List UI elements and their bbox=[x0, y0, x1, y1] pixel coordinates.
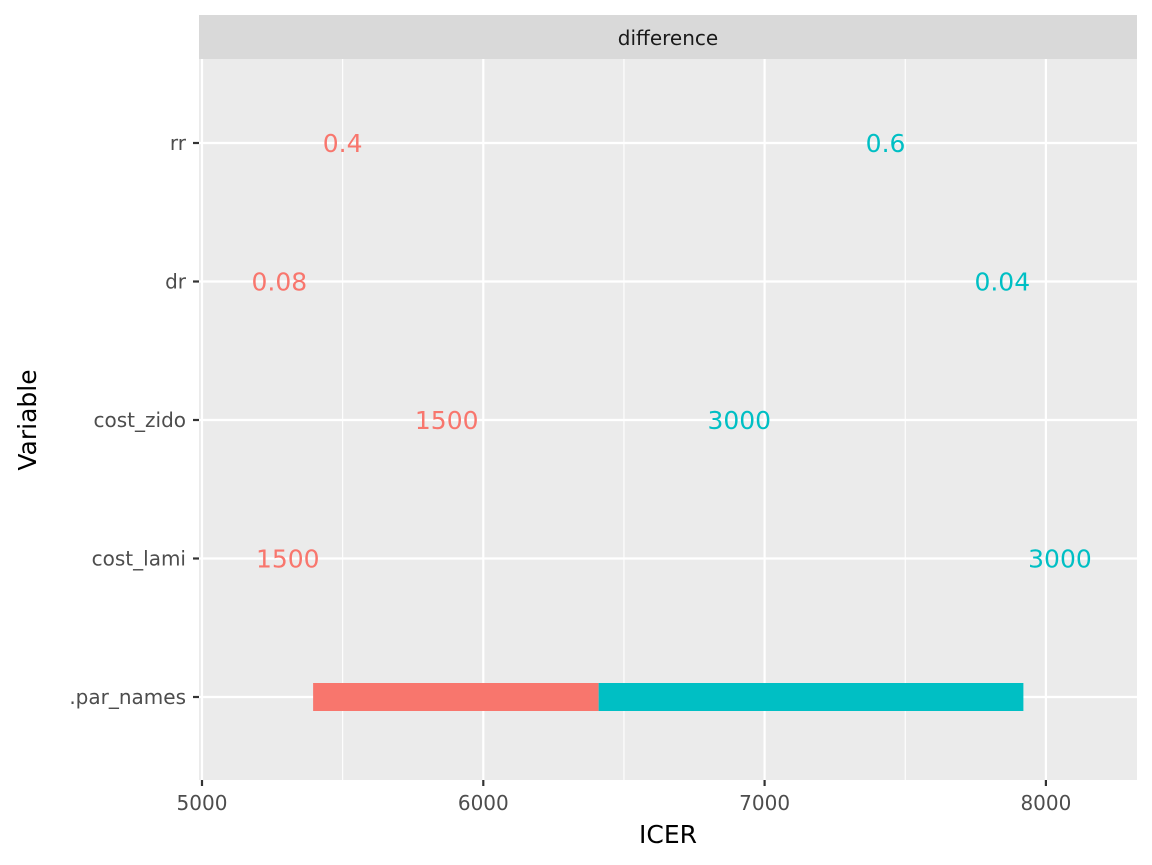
value-label: 3000 bbox=[1028, 545, 1092, 574]
y-tick-label: rr bbox=[170, 131, 187, 155]
facet-strip-label: difference bbox=[618, 26, 718, 50]
value-labels-layer: 0.4 0.6 0.08 0.04 1500 3000 1500 3000 bbox=[252, 129, 1092, 574]
x-axis: 5000 6000 7000 8000 bbox=[177, 780, 1071, 815]
bars-layer bbox=[313, 683, 1024, 711]
x-tick-label: 5000 bbox=[177, 791, 228, 815]
y-tick-label: dr bbox=[165, 270, 187, 294]
value-label: 0.04 bbox=[974, 268, 1030, 297]
y-tick-label: cost_lami bbox=[92, 547, 186, 571]
bar bbox=[598, 683, 1024, 711]
y-tick-label: cost_zido bbox=[94, 408, 186, 432]
x-tick-label: 6000 bbox=[458, 791, 509, 815]
x-tick-label: 8000 bbox=[1020, 791, 1071, 815]
facet-strip bbox=[199, 15, 1137, 59]
value-label: 0.6 bbox=[866, 129, 906, 158]
x-tick-label: 7000 bbox=[739, 791, 790, 815]
x-axis-title: ICER bbox=[639, 820, 697, 849]
value-label: 1500 bbox=[415, 406, 479, 435]
value-label: 0.08 bbox=[252, 268, 308, 297]
value-label: 3000 bbox=[707, 406, 771, 435]
y-axis: .par_names cost_lami cost_zido dr rr bbox=[69, 131, 199, 709]
value-label: 0.4 bbox=[323, 129, 363, 158]
bar bbox=[313, 683, 599, 711]
value-label: 1500 bbox=[256, 545, 320, 574]
y-tick-label: .par_names bbox=[69, 685, 186, 709]
y-axis-title: Variable bbox=[13, 369, 42, 470]
